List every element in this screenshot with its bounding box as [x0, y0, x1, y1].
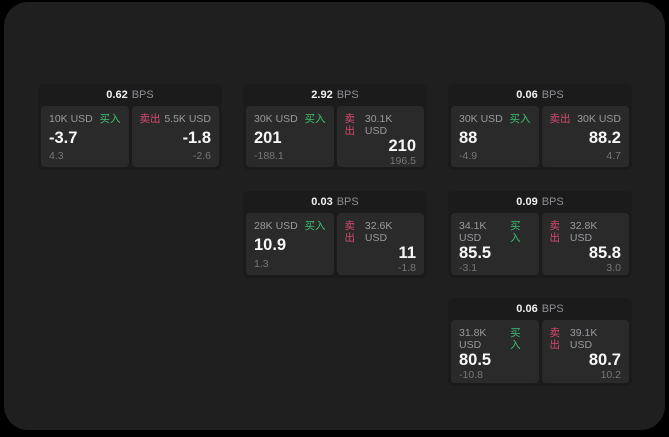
sell-tile[interactable]: 卖出 30.1K USD 210 196.5	[336, 106, 424, 167]
sell-tile[interactable]: 卖出 32.6K USD 11 -1.8	[336, 213, 424, 275]
sell-notional: 5.5K USD	[164, 113, 211, 125]
buy-delta: 4.3	[49, 150, 64, 162]
buy-delta: -188.1	[254, 150, 284, 162]
quote-card-1: 0.62 BPS 10K USD 买入 -3.7 4.3 卖出 5.5K USD…	[38, 84, 222, 170]
sell-delta: 3.0	[606, 262, 621, 274]
sell-price: 85.8	[588, 244, 621, 262]
buy-tile[interactable]: 31.8K USD 买入 80.5 -10.8	[451, 320, 539, 383]
sell-tile[interactable]: 卖出 5.5K USD -1.8 -2.6	[131, 106, 219, 167]
buy-notional: 34.1K USD	[459, 220, 487, 244]
sell-notional: 30K USD	[577, 113, 621, 125]
buy-notional: 31.8K USD	[459, 327, 487, 351]
spread-header: 0.03 BPS	[243, 191, 427, 213]
buy-tile[interactable]: 28K USD 买入 10.9 1.3	[246, 213, 334, 275]
quote-card-5: 0.09 BPS 34.1K USD 买入 85.5 -3.1 卖出 32.8K…	[448, 191, 632, 278]
quote-board-panel: 0.62 BPS 10K USD 买入 -3.7 4.3 卖出 5.5K USD…	[4, 2, 665, 430]
sell-tile[interactable]: 卖出 30K USD 88.2 4.7	[541, 106, 629, 167]
buy-side-label: 买入	[509, 113, 531, 125]
buy-side-label: 买入	[510, 327, 521, 351]
buy-delta: -4.9	[459, 150, 478, 162]
spread-header: 2.92 BPS	[243, 84, 427, 106]
buy-tile[interactable]: 34.1K USD 买入 85.5 -3.1	[451, 213, 539, 275]
sell-price: 80.7	[588, 351, 621, 369]
buy-side-label: 买入	[99, 113, 121, 125]
spread-value: 0.62	[106, 89, 128, 101]
buy-price: 88	[459, 128, 478, 147]
sell-delta: -1.8	[397, 262, 416, 274]
sell-side-label: 卖出	[344, 113, 356, 137]
buy-price: 201	[254, 128, 282, 147]
spread-value: 0.06	[516, 89, 538, 101]
sell-side-label: 卖出	[139, 113, 161, 125]
spread-value: 0.09	[516, 196, 538, 208]
quote-card-4: 0.03 BPS 28K USD 买入 10.9 1.3 卖出 32.6K US…	[243, 191, 427, 278]
spread-unit: BPS	[131, 89, 154, 101]
spread-header: 0.62 BPS	[38, 84, 222, 106]
buy-delta: 1.3	[254, 258, 269, 270]
sell-delta: -2.6	[192, 150, 211, 162]
sell-notional: 39.1K USD	[569, 327, 598, 351]
spread-header: 0.09 BPS	[448, 191, 632, 213]
quote-card-2: 2.92 BPS 30K USD 买入 201 -188.1 卖出 30.1K …	[243, 84, 427, 170]
buy-tile[interactable]: 10K USD 买入 -3.7 4.3	[41, 106, 129, 167]
buy-price: 10.9	[254, 236, 287, 254]
buy-price: -3.7	[49, 128, 78, 147]
sell-price: -1.8	[182, 128, 211, 147]
sell-delta: 4.7	[606, 150, 621, 162]
sell-side-label: 卖出	[549, 220, 561, 244]
buy-notional: 30K USD	[459, 113, 503, 125]
sell-notional: 32.8K USD	[569, 220, 598, 244]
buy-notional: 30K USD	[254, 113, 298, 125]
sell-notional: 30.1K USD	[364, 113, 393, 137]
spread-unit: BPS	[541, 303, 564, 315]
sell-delta: 10.2	[600, 369, 621, 381]
buy-notional: 10K USD	[49, 113, 93, 125]
sell-side-label: 卖出	[549, 327, 561, 351]
spread-header: 0.06 BPS	[448, 84, 632, 106]
quote-card-3: 0.06 BPS 30K USD 买入 88 -4.9 卖出 30K USD 8…	[448, 84, 632, 170]
sell-side-label: 卖出	[344, 220, 356, 244]
buy-price: 80.5	[459, 351, 492, 369]
buy-tile[interactable]: 30K USD 买入 88 -4.9	[451, 106, 539, 167]
spread-unit: BPS	[541, 196, 564, 208]
buy-notional: 28K USD	[254, 220, 298, 232]
spread-value: 2.92	[311, 89, 333, 101]
buy-tile[interactable]: 30K USD 买入 201 -188.1	[246, 106, 334, 167]
spread-unit: BPS	[541, 89, 564, 101]
buy-price: 85.5	[459, 244, 492, 262]
buy-delta: -3.1	[459, 262, 478, 274]
spread-value: 0.06	[516, 303, 538, 315]
buy-side-label: 买入	[304, 113, 326, 125]
sell-price: 210	[388, 137, 416, 155]
quote-card-6: 0.06 BPS 31.8K USD 买入 80.5 -10.8 卖出 39.1…	[448, 298, 632, 386]
spread-header: 0.06 BPS	[448, 298, 632, 320]
spread-unit: BPS	[336, 196, 359, 208]
sell-price: 88.2	[588, 128, 621, 147]
sell-delta: 196.5	[389, 155, 416, 167]
buy-side-label: 买入	[510, 220, 521, 244]
spread-value: 0.03	[311, 196, 333, 208]
sell-tile[interactable]: 卖出 39.1K USD 80.7 10.2	[541, 320, 629, 383]
sell-side-label: 卖出	[549, 113, 571, 125]
buy-delta: -10.8	[459, 369, 483, 381]
sell-price: 11	[398, 244, 416, 262]
sell-notional: 32.6K USD	[364, 220, 393, 244]
buy-side-label: 买入	[304, 220, 326, 232]
spread-unit: BPS	[336, 89, 359, 101]
sell-tile[interactable]: 卖出 32.8K USD 85.8 3.0	[541, 213, 629, 275]
